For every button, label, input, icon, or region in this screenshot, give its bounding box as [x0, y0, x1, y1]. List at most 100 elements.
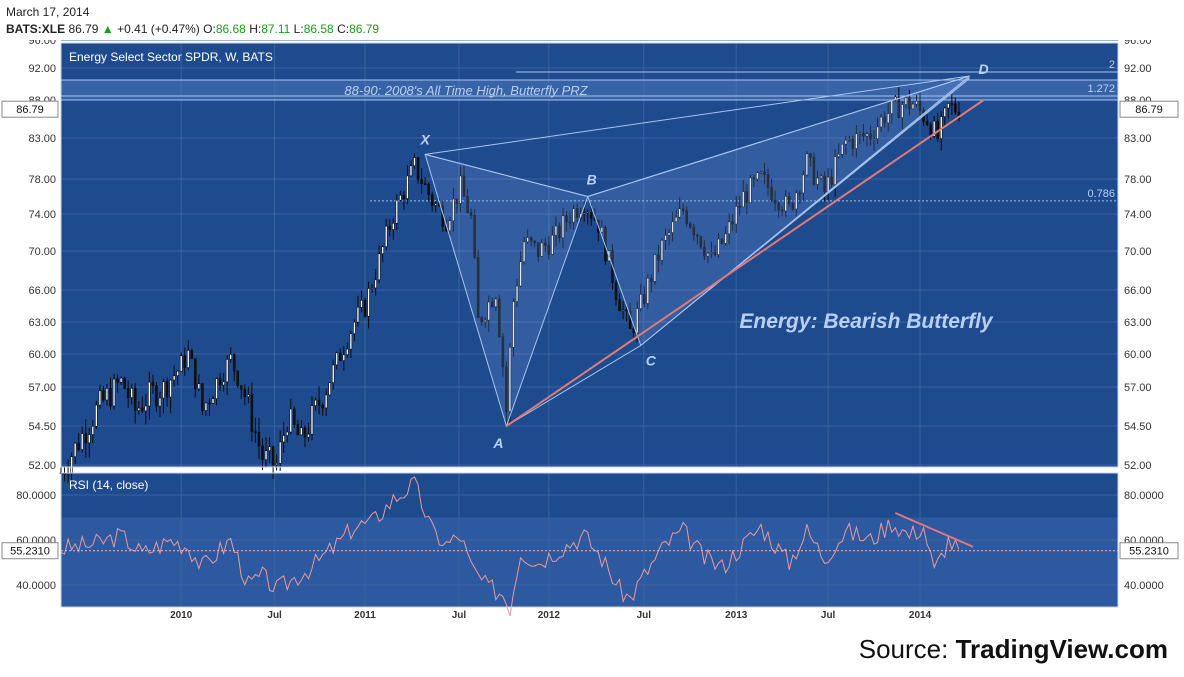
candle-body — [388, 225, 392, 230]
rsi-line — [60, 476, 960, 617]
quote-line: BATS:XLE 86.79 ▲ +0.41 (+0.47%) O:86.68 … — [6, 22, 379, 36]
close-value: 86.79 — [349, 22, 380, 36]
price-tick-label-right: 60.00 — [1124, 349, 1152, 361]
rsi-divergence-line — [894, 512, 974, 548]
time-tick-label: 2010 — [170, 610, 193, 620]
candle-body — [671, 221, 674, 233]
candle-body — [812, 156, 816, 185]
pattern-point-label: D — [978, 61, 988, 77]
price-tick-label-left: 74.00 — [28, 209, 56, 221]
candle-body — [717, 238, 720, 255]
candle-body — [215, 378, 218, 399]
candle-body — [632, 328, 635, 334]
candle-body — [494, 298, 498, 308]
candle-body — [954, 103, 957, 113]
candle-body — [317, 399, 321, 406]
candle-body — [932, 120, 936, 137]
candle-body — [487, 301, 491, 321]
price-tick-label-right: 83.00 — [1124, 133, 1152, 145]
last-price-tag-right-box — [1119, 100, 1179, 118]
candle-body — [222, 381, 225, 386]
rsi-tick-label-right: 80.0000 — [1124, 490, 1164, 502]
candle-body — [830, 176, 833, 185]
candle-body — [236, 370, 240, 386]
candle-body — [183, 355, 187, 368]
candle-body — [186, 350, 190, 368]
candle-body — [367, 288, 370, 317]
candle-body — [780, 209, 784, 212]
candle-body — [600, 227, 604, 233]
price-tick-label-left: 96.00 — [28, 40, 56, 47]
candle-body — [759, 171, 763, 174]
candle-body — [833, 156, 837, 185]
candle-body — [879, 116, 883, 128]
candle-body — [381, 246, 384, 255]
candle-body — [268, 446, 271, 451]
candle-body — [635, 308, 639, 334]
rsi-band — [61, 517, 1118, 608]
candle-body — [208, 402, 211, 405]
candle-body — [430, 194, 434, 206]
candle-body — [515, 285, 519, 302]
candle-body — [176, 370, 179, 376]
rsi-tick-label-left: 80.0000 — [16, 490, 56, 502]
candle-body — [681, 208, 685, 211]
candle-body — [409, 165, 413, 177]
candle-body — [582, 212, 586, 215]
fib-level-label: 1.272 — [1087, 83, 1115, 95]
candle-body — [519, 261, 522, 287]
candle-body — [402, 195, 406, 199]
candle-body — [678, 208, 681, 218]
candle-body — [667, 232, 671, 236]
price-tick-label-left: 78.00 — [28, 174, 56, 186]
price-tick-label-right: 54.50 — [1124, 421, 1152, 433]
candle-body — [91, 425, 95, 435]
candle-body — [738, 206, 742, 208]
candle-body — [455, 198, 459, 204]
candle-body — [904, 97, 908, 105]
price-tick-label-right: 74.00 — [1124, 209, 1152, 221]
price-chart[interactable]: 88-90: 2008's All Time High, Butterfly P… — [0, 40, 1184, 620]
candle-body — [925, 121, 929, 125]
candle-body — [144, 405, 148, 412]
candle-body — [536, 242, 540, 257]
candle-body — [950, 103, 954, 105]
candle-body — [840, 143, 844, 155]
rsi-title: RSI (14, close) — [69, 478, 148, 492]
candle-body — [102, 390, 105, 401]
candle-body — [105, 388, 109, 401]
candle-body — [98, 390, 102, 406]
candle-body — [756, 172, 759, 180]
candle-body — [194, 358, 197, 390]
candle-body — [356, 306, 360, 323]
candle-body — [328, 382, 331, 396]
price-tick-label-right: 92.00 — [1124, 63, 1152, 75]
candle-body — [289, 408, 293, 433]
candle-body — [148, 381, 151, 407]
candle-body — [119, 377, 123, 383]
candle-body — [696, 234, 699, 237]
main-panel — [61, 43, 1118, 467]
candle-body — [547, 245, 551, 255]
symbol: BATS:XLE — [6, 22, 66, 36]
open-label: O: — [203, 22, 216, 36]
candle-body — [314, 399, 317, 406]
candle-body — [307, 433, 310, 438]
candle-body — [275, 463, 278, 466]
candle-body — [869, 133, 872, 140]
last-price: 86.79 — [68, 22, 99, 36]
candle-body — [399, 195, 402, 201]
candle-body — [169, 379, 172, 398]
candle-body — [416, 157, 420, 180]
candle-body — [264, 450, 268, 460]
candle-body — [639, 294, 643, 309]
candle-body — [363, 300, 367, 317]
pattern-leg — [506, 345, 642, 427]
price-tick-label-right: 70.00 — [1124, 246, 1152, 258]
candle-body — [80, 433, 84, 450]
chart-title: Energy Select Sector SPDR, W, BATS — [69, 50, 273, 64]
price-change: +0.41 (+0.47%) — [117, 22, 200, 36]
candle-body — [621, 309, 625, 312]
candle-body — [650, 277, 653, 282]
candle-body — [848, 138, 851, 141]
